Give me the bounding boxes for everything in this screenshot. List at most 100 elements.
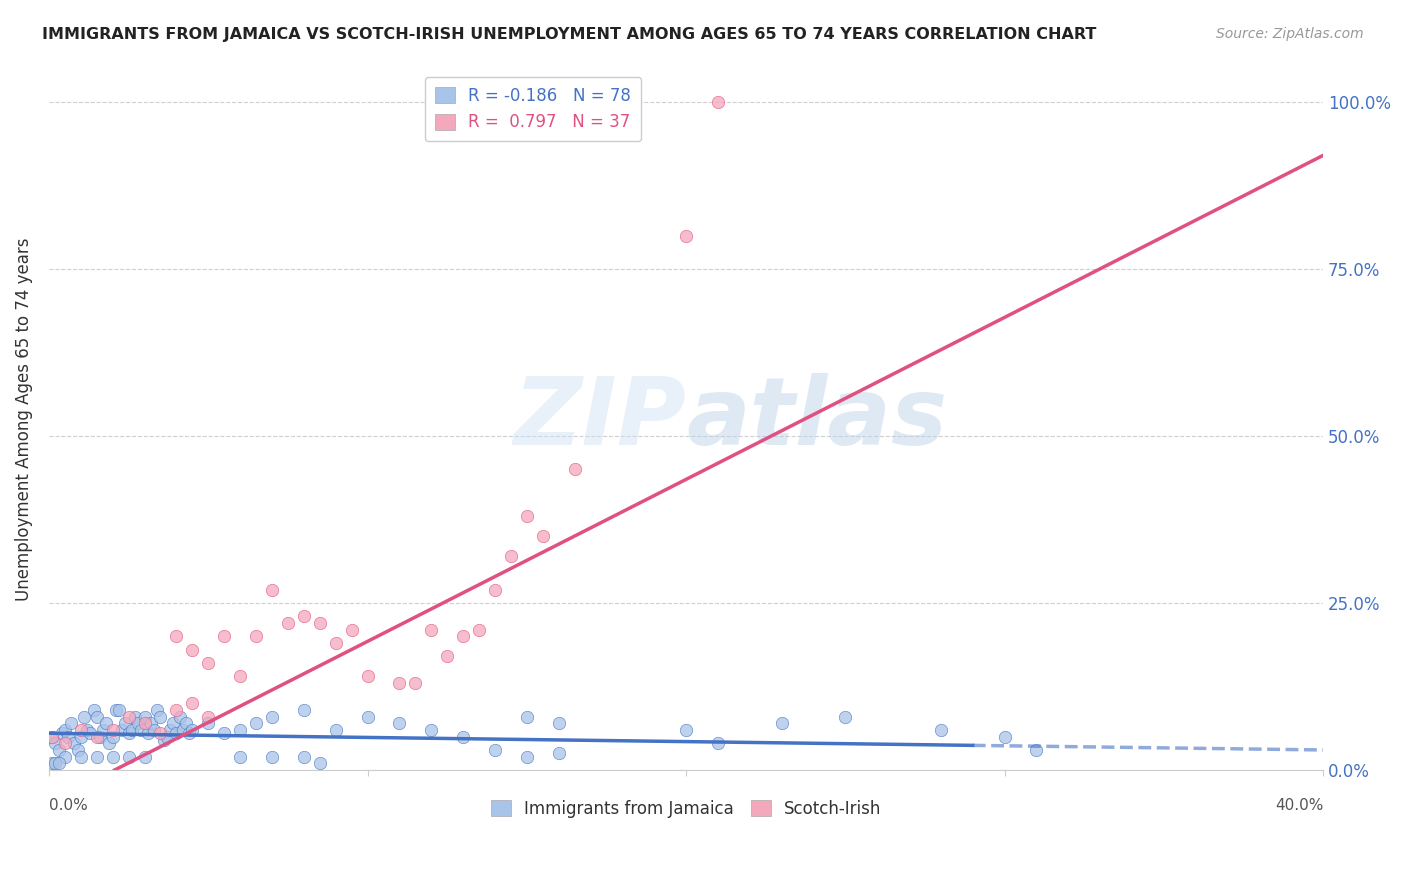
Point [564, 462, 586, 476]
Point [108, 703, 131, 717]
Point [165, 703, 187, 717]
Point [127, 716, 149, 731]
Point [152, 733, 174, 747]
Point [53, 723, 76, 737]
Point [51, 726, 73, 740]
Point [139, 716, 162, 731]
Point [76, 723, 98, 737]
Legend: Immigrants from Jamaica, Scotch-Irish: Immigrants from Jamaica, Scotch-Irish [484, 794, 889, 825]
Point [44, 756, 66, 771]
Point [451, 730, 474, 744]
Point [197, 716, 219, 731]
Point [66, 743, 89, 757]
Point [197, 656, 219, 670]
Point [104, 703, 127, 717]
Point [388, 716, 411, 731]
Point [436, 649, 458, 664]
Point [117, 749, 139, 764]
Point [69, 723, 91, 737]
Point [707, 736, 730, 750]
Point [229, 749, 252, 764]
Point [159, 723, 181, 737]
Text: IMMIGRANTS FROM JAMAICA VS SCOTCH-IRISH UNEMPLOYMENT AMONG AGES 65 TO 74 YEARS C: IMMIGRANTS FROM JAMAICA VS SCOTCH-IRISH … [42, 27, 1097, 42]
Point [86, 730, 108, 744]
Point [197, 709, 219, 723]
Point [547, 716, 569, 731]
Point [143, 723, 166, 737]
Point [388, 676, 411, 690]
Point [834, 709, 856, 723]
Point [420, 623, 443, 637]
Point [707, 95, 730, 109]
Point [41, 730, 63, 744]
Point [149, 726, 172, 740]
Point [83, 703, 105, 717]
Text: Source: ZipAtlas.com: Source: ZipAtlas.com [1216, 27, 1364, 41]
Point [162, 716, 184, 731]
Point [165, 629, 187, 643]
Point [117, 726, 139, 740]
Point [98, 736, 121, 750]
Text: 40.0%: 40.0% [1275, 798, 1323, 813]
Point [41, 730, 63, 744]
Y-axis label: Unemployment Among Ages 65 to 74 years: Unemployment Among Ages 65 to 74 years [15, 237, 32, 601]
Point [53, 749, 76, 764]
Point [468, 623, 491, 637]
Point [325, 723, 347, 737]
Point [156, 730, 179, 744]
Point [96, 716, 118, 731]
Point [404, 676, 426, 690]
Point [260, 582, 283, 597]
Point [229, 669, 252, 683]
Point [356, 669, 378, 683]
Point [420, 723, 443, 737]
Point [245, 716, 267, 731]
Point [181, 723, 204, 737]
Point [212, 629, 235, 643]
Point [499, 549, 522, 564]
Point [134, 749, 156, 764]
Point [994, 730, 1017, 744]
Point [136, 726, 159, 740]
Point [124, 709, 146, 723]
Point [79, 726, 101, 740]
Point [114, 716, 136, 731]
Point [675, 723, 697, 737]
Point [516, 509, 538, 524]
Point [675, 228, 697, 243]
Point [56, 730, 79, 744]
Point [929, 723, 952, 737]
Point [169, 709, 191, 723]
Point [292, 609, 315, 624]
Point [770, 716, 793, 731]
Point [229, 723, 252, 737]
Point [325, 636, 347, 650]
Point [1025, 743, 1047, 757]
Point [134, 709, 156, 723]
Text: ZIP: ZIP [513, 373, 686, 466]
Point [91, 723, 114, 737]
Point [60, 716, 83, 731]
Point [277, 615, 299, 630]
Point [516, 709, 538, 723]
Point [121, 723, 143, 737]
Point [63, 736, 86, 750]
Text: 0.0%: 0.0% [49, 798, 87, 813]
Point [101, 749, 124, 764]
Point [212, 726, 235, 740]
Point [181, 642, 204, 657]
Point [73, 709, 96, 723]
Point [41, 756, 63, 771]
Point [340, 623, 363, 637]
Point [260, 749, 283, 764]
Point [146, 703, 169, 717]
Point [117, 709, 139, 723]
Point [516, 749, 538, 764]
Point [131, 723, 153, 737]
Point [134, 716, 156, 731]
Point [484, 582, 506, 597]
Point [547, 747, 569, 761]
Point [111, 723, 134, 737]
Point [165, 726, 187, 740]
Point [53, 736, 76, 750]
